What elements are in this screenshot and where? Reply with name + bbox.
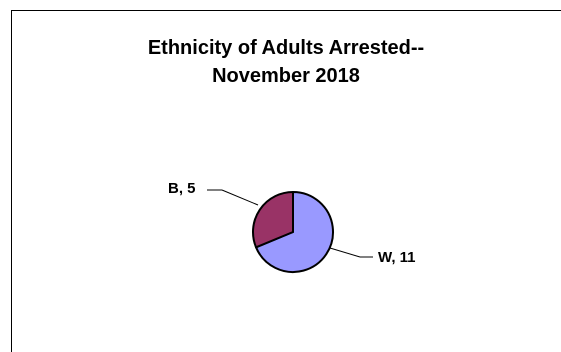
leader-line-b-diagonal: [221, 189, 259, 206]
pie-slice-b: [251, 191, 294, 249]
chart-title: Ethnicity of Adults Arrested-- November …: [11, 34, 561, 90]
data-label-w: W, 11: [378, 249, 416, 266]
chart-title-line-1: Ethnicity of Adults Arrested--: [147, 37, 425, 59]
pie-slices: [251, 191, 334, 273]
leader-line-w-diagonal: [329, 247, 361, 258]
chart-title-line-2: November 2018: [212, 65, 360, 87]
data-label-b: B, 5: [168, 180, 196, 197]
pie-slice-w: [255, 191, 334, 273]
chart-frame: [11, 10, 561, 352]
